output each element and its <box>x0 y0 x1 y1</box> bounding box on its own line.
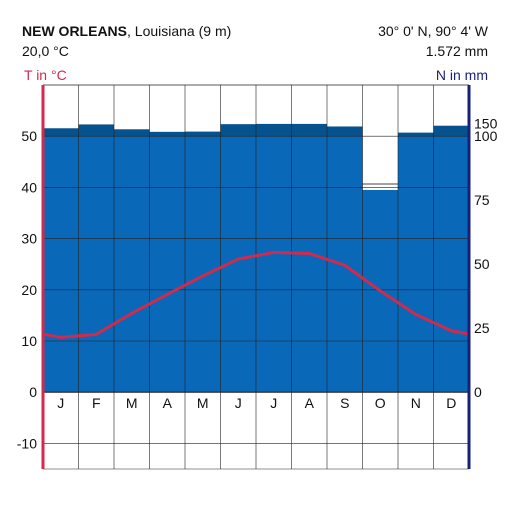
month-label: S <box>340 395 349 411</box>
precip-bar-upper-5 <box>220 124 256 137</box>
precip-tick-label: 25 <box>474 320 490 336</box>
precip-bar-upper-8 <box>327 126 363 137</box>
precip-bar-6 <box>256 136 292 393</box>
precip-bar-upper-3 <box>149 131 185 137</box>
axes <box>41 85 471 469</box>
month-label: J <box>235 395 242 411</box>
month-label: O <box>375 395 386 411</box>
precip-bar-7 <box>291 136 327 393</box>
precip-bar-10 <box>398 136 434 393</box>
average-temperature: 20,0 °C <box>22 43 69 59</box>
precip-bar-upper-11 <box>433 125 469 137</box>
precip-bar-upper-6 <box>256 123 292 137</box>
precip-bar-upper-2 <box>114 129 150 137</box>
month-label: D <box>446 395 456 411</box>
precip-tick-label: 50 <box>474 256 490 272</box>
grid-lines <box>42 84 470 470</box>
precip-bar-upper-7 <box>291 123 327 137</box>
precip-tick-label: 150 <box>474 115 498 131</box>
month-label: J <box>57 395 64 411</box>
precip-bar-upper-0 <box>43 128 79 137</box>
temp-tick-label: 10 <box>21 333 37 349</box>
temperature-axis-title: T in °C <box>24 67 67 83</box>
precip-tick-label: 0 <box>474 384 482 400</box>
month-label: M <box>126 395 138 411</box>
precip-bar-3 <box>149 136 185 393</box>
temperature-line <box>41 250 471 339</box>
precipitation-bars <box>43 123 469 393</box>
precipitation-axis-title: N in mm <box>435 67 488 83</box>
month-label: J <box>270 395 277 411</box>
station-region: , Louisiana (9 m) <box>127 23 232 39</box>
precip-tick-label: 100 <box>474 128 498 144</box>
precip-bar-1 <box>78 136 114 393</box>
temp-tick-label: 0 <box>29 384 37 400</box>
precip-bar-4 <box>185 136 221 393</box>
temp-tick-label: 30 <box>21 231 37 247</box>
temp-tick-label: 50 <box>21 128 37 144</box>
month-label: N <box>411 395 421 411</box>
temp-tick-label: 20 <box>21 282 37 298</box>
station-name: NEW ORLEANS <box>22 23 127 39</box>
month-label: F <box>92 395 101 411</box>
coordinates: 30° 0' N, 90° 4' W <box>378 23 488 39</box>
precip-bar-11 <box>433 136 469 393</box>
total-precipitation: 1.572 mm <box>425 43 488 59</box>
temp-tick-label: 40 <box>21 179 37 195</box>
precip-tick-label: 75 <box>474 192 490 208</box>
month-label: M <box>197 395 209 411</box>
precip-bar-0 <box>43 136 79 393</box>
month-label: A <box>163 395 173 411</box>
precip-bar-upper-1 <box>78 124 114 137</box>
precip-bar-upper-10 <box>398 132 434 137</box>
station-title: NEW ORLEANS, Louisiana (9 m) <box>22 22 231 40</box>
precip-bar-2 <box>114 136 150 393</box>
month-label: A <box>305 395 315 411</box>
precip-bar-upper-4 <box>185 131 221 137</box>
temp-tick-label: -10 <box>17 435 37 451</box>
